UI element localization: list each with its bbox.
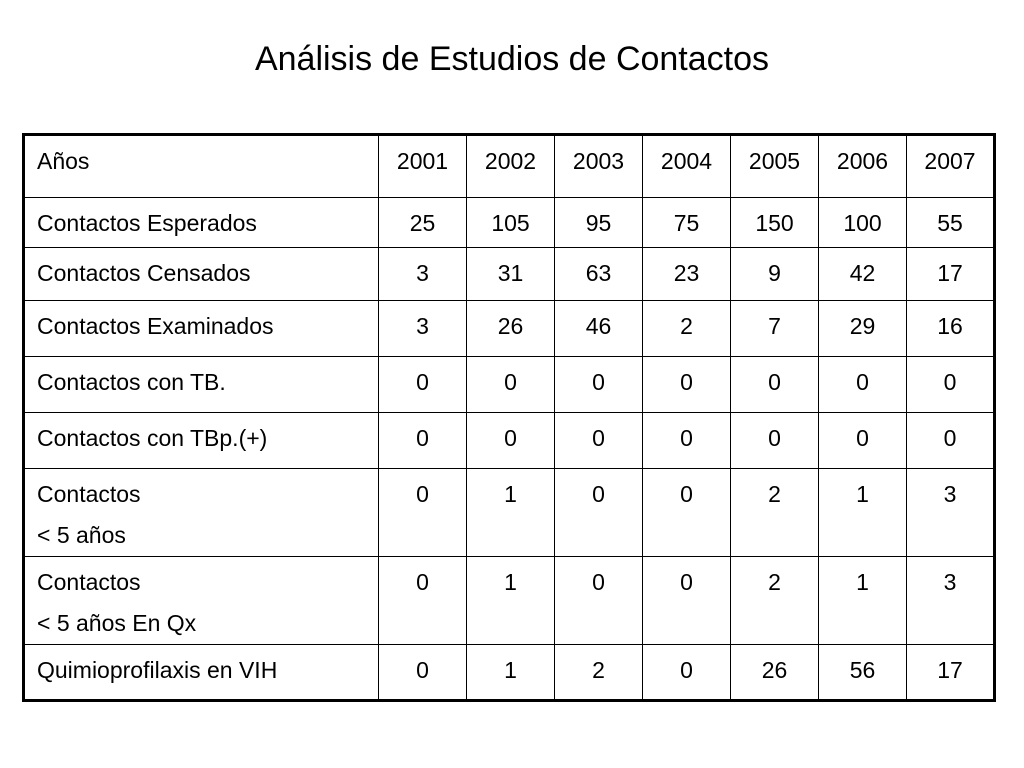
- row-label-line: Contactos Examinados: [37, 313, 274, 339]
- value-cell: 0: [642, 556, 731, 645]
- value-cell: 25: [378, 197, 467, 248]
- table-row: Contactos Censados 3 31 63 23 9 42 17: [23, 247, 995, 301]
- value-cell: 26: [730, 644, 819, 701]
- value-cell: 3: [906, 556, 995, 645]
- year-header-cell: 2006: [818, 134, 907, 198]
- row-label-cell: Contactos con TBp.(+): [23, 412, 379, 469]
- value-cell: 1: [818, 556, 907, 645]
- value-cell: 0: [378, 556, 467, 645]
- value-cell: 0: [378, 356, 467, 413]
- value-cell: 105: [466, 197, 555, 248]
- value-cell: 55: [906, 197, 995, 248]
- value-cell: 75: [642, 197, 731, 248]
- year-header-cell: 2007: [906, 134, 995, 198]
- value-cell: 0: [466, 356, 555, 413]
- value-cell: 42: [818, 247, 907, 301]
- value-cell: 1: [818, 468, 907, 557]
- value-cell: 3: [906, 468, 995, 557]
- value-cell: 0: [554, 356, 643, 413]
- year-header-cell: 2005: [730, 134, 819, 198]
- value-cell: 0: [554, 468, 643, 557]
- table-row: Contactos con TBp.(+) 0 0 0 0 0 0 0: [23, 412, 995, 469]
- table-header-row: Años 2001 2002 2003 2004 2005 2006 2007: [23, 134, 995, 198]
- row-label-cell: Contactos Esperados: [23, 197, 379, 248]
- value-cell: 0: [378, 644, 467, 701]
- value-cell: 0: [466, 412, 555, 469]
- table-row: Contactos < 5 años 0 1 0 0 2 1 3: [23, 468, 995, 557]
- value-cell: 2: [730, 468, 819, 557]
- value-cell: 26: [466, 300, 555, 357]
- row-label-cell: Quimioprofilaxis en VIH: [23, 644, 379, 701]
- table-row: Quimioprofilaxis en VIH 0 1 2 0 26 56 17: [23, 644, 995, 701]
- value-cell: 1: [466, 644, 555, 701]
- value-cell: 56: [818, 644, 907, 701]
- row-label-line: < 5 años En Qx: [37, 610, 197, 636]
- year-header-cell: 2002: [466, 134, 555, 198]
- value-cell: 29: [818, 300, 907, 357]
- value-cell: 0: [642, 356, 731, 413]
- row-label-line: Contactos con TBp.(+): [37, 425, 268, 451]
- value-cell: 7: [730, 300, 819, 357]
- header-label-cell: Años: [23, 134, 379, 198]
- page-title: Análisis de Estudios de Contactos: [254, 40, 770, 78]
- year-header-cell: 2004: [642, 134, 731, 198]
- value-cell: 0: [554, 556, 643, 645]
- value-cell: 63: [554, 247, 643, 301]
- row-label-cell: Contactos < 5 años En Qx: [23, 556, 379, 645]
- value-cell: 0: [378, 412, 467, 469]
- row-label-cell: Contactos con TB.: [23, 356, 379, 413]
- table-row: Contactos Esperados 25 105 95 75 150 100 55: [23, 197, 995, 248]
- value-cell: 3: [378, 300, 467, 357]
- value-cell: 17: [906, 247, 995, 301]
- row-label-line: Contactos Esperados: [37, 210, 257, 236]
- row-label-line: Quimioprofilaxis en VIH: [37, 657, 278, 683]
- value-cell: 150: [730, 197, 819, 248]
- year-header-cell: 2003: [554, 134, 643, 198]
- value-cell: 3: [378, 247, 467, 301]
- value-cell: 100: [818, 197, 907, 248]
- contacts-table: Años 2001 2002 2003 2004 2005 2006 2007 …: [22, 133, 996, 702]
- value-cell: 0: [642, 412, 731, 469]
- year-header-cell: 2001: [378, 134, 467, 198]
- table-row: Contactos < 5 años En Qx 0 1 0 0 2 1 3: [23, 556, 995, 645]
- value-cell: 0: [818, 356, 907, 413]
- row-label-cell: Contactos < 5 años: [23, 468, 379, 557]
- value-cell: 0: [818, 412, 907, 469]
- value-cell: 31: [466, 247, 555, 301]
- value-cell: 23: [642, 247, 731, 301]
- row-label-line: Contactos con TB.: [37, 369, 226, 395]
- value-cell: 1: [466, 468, 555, 557]
- row-label-line: Contactos: [37, 481, 141, 507]
- value-cell: 16: [906, 300, 995, 357]
- row-label-line: < 5 años: [37, 522, 126, 548]
- value-cell: 0: [378, 468, 467, 557]
- row-label-cell: Contactos Examinados: [23, 300, 379, 357]
- value-cell: 46: [554, 300, 643, 357]
- value-cell: 95: [554, 197, 643, 248]
- table-row: Contactos Examinados 3 26 46 2 7 29 16: [23, 300, 995, 357]
- value-cell: 2: [730, 556, 819, 645]
- value-cell: 1: [466, 556, 555, 645]
- value-cell: 0: [642, 644, 731, 701]
- table-row: Contactos con TB. 0 0 0 0 0 0 0: [23, 356, 995, 413]
- value-cell: 2: [642, 300, 731, 357]
- value-cell: 0: [730, 412, 819, 469]
- value-cell: 0: [730, 356, 819, 413]
- row-label-line: Contactos: [37, 569, 141, 595]
- table-body: Años 2001 2002 2003 2004 2005 2006 2007 …: [23, 134, 995, 701]
- value-cell: 0: [554, 412, 643, 469]
- row-label-cell: Contactos Censados: [23, 247, 379, 301]
- value-cell: 9: [730, 247, 819, 301]
- value-cell: 0: [642, 468, 731, 557]
- value-cell: 17: [906, 644, 995, 701]
- value-cell: 2: [554, 644, 643, 701]
- row-label-line: Contactos Censados: [37, 260, 251, 286]
- value-cell: 0: [906, 412, 995, 469]
- value-cell: 0: [906, 356, 995, 413]
